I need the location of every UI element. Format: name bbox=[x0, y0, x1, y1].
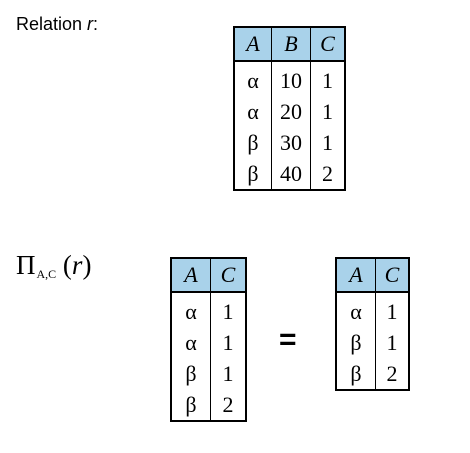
projection-argument: r bbox=[71, 250, 83, 280]
caption-relation-var: r bbox=[87, 14, 94, 34]
table-row: β 40 2 bbox=[235, 158, 344, 189]
cell-b: 10 bbox=[271, 62, 310, 96]
cell-c: 1 bbox=[375, 293, 408, 327]
column-header-c: C bbox=[310, 28, 344, 62]
cell-c: 2 bbox=[375, 358, 408, 389]
cell-b: 20 bbox=[271, 96, 310, 127]
table-row: α 1 bbox=[172, 293, 245, 327]
relation-r-table: A B C α 10 1 α 20 1 β 30 1 β 40 2 bbox=[233, 26, 346, 191]
table-row: α 1 bbox=[172, 327, 245, 358]
table-row: α 10 1 bbox=[235, 62, 344, 96]
caption-suffix: : bbox=[93, 14, 99, 34]
table-row: β 1 bbox=[172, 358, 245, 389]
projection-expression: ΠA,C (r) bbox=[16, 250, 91, 281]
table-row: β 2 bbox=[172, 389, 245, 420]
column-header-a: A bbox=[337, 259, 375, 293]
cell-c: 1 bbox=[310, 62, 344, 96]
cell-a: α bbox=[185, 329, 197, 355]
column-header-c: C bbox=[375, 259, 408, 293]
projection-symbol: Π bbox=[16, 250, 36, 280]
cell-a: β bbox=[185, 360, 197, 386]
cell-a: α bbox=[247, 67, 259, 93]
cell-a: β bbox=[247, 160, 259, 186]
cell-c: 1 bbox=[310, 96, 344, 127]
projection-intermediate-table: A C α 1 α 1 β 1 β 2 bbox=[170, 257, 247, 422]
column-header-a: A bbox=[172, 259, 210, 293]
cell-a: β bbox=[247, 129, 259, 155]
projection-subscript: A,C bbox=[36, 267, 57, 281]
table-row: β 2 bbox=[337, 358, 408, 389]
cell-a: β bbox=[350, 329, 362, 355]
projection-result-table: A C α 1 β 1 β 2 bbox=[335, 257, 410, 391]
cell-c: 2 bbox=[310, 158, 344, 189]
caption-prefix: Relation bbox=[16, 14, 88, 34]
table-row: α 1 bbox=[337, 293, 408, 327]
table-row: β 1 bbox=[337, 327, 408, 358]
cell-c: 1 bbox=[210, 293, 245, 327]
cell-c: 1 bbox=[375, 327, 408, 358]
table-row: β 30 1 bbox=[235, 127, 344, 158]
cell-a: α bbox=[350, 298, 362, 324]
projection-open-paren: ( bbox=[56, 250, 72, 280]
cell-a: β bbox=[185, 391, 197, 417]
cell-c: 1 bbox=[210, 358, 245, 389]
column-header-b: B bbox=[271, 28, 310, 62]
equals-sign: = bbox=[279, 323, 297, 356]
cell-b: 40 bbox=[271, 158, 310, 189]
table-row: α 20 1 bbox=[235, 96, 344, 127]
projection-close-paren: ) bbox=[82, 250, 92, 280]
cell-b: 30 bbox=[271, 127, 310, 158]
cell-a: α bbox=[247, 98, 259, 124]
cell-a: β bbox=[350, 360, 362, 386]
column-header-c: C bbox=[210, 259, 245, 293]
cell-c: 1 bbox=[210, 327, 245, 358]
cell-c: 1 bbox=[310, 127, 344, 158]
cell-a: α bbox=[185, 298, 197, 324]
relation-caption: Relation r: bbox=[16, 14, 98, 35]
column-header-a: A bbox=[235, 28, 271, 62]
cell-c: 2 bbox=[210, 389, 245, 420]
